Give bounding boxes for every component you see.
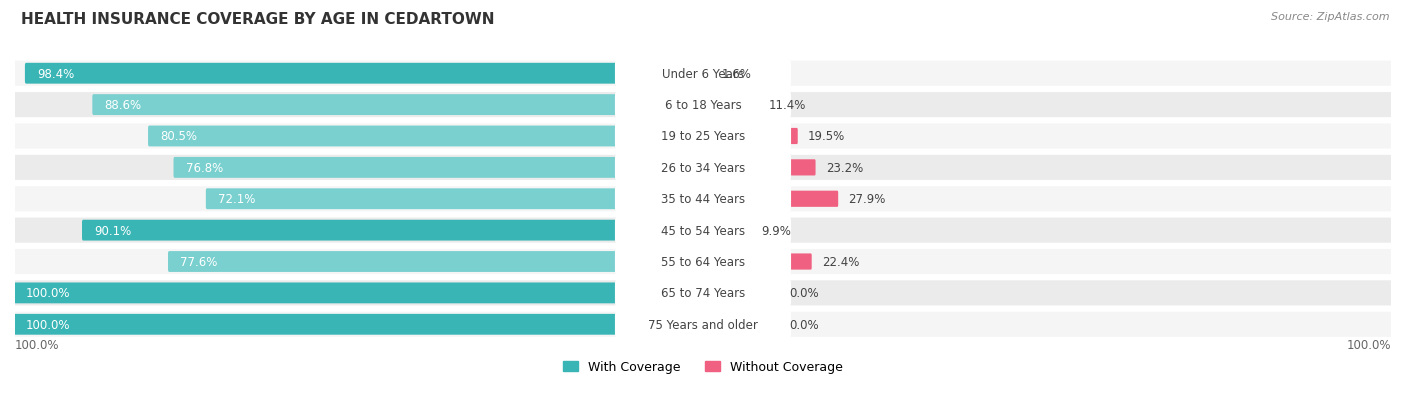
Text: 11.4%: 11.4% (769, 99, 806, 112)
Legend: With Coverage, Without Coverage: With Coverage, Without Coverage (558, 356, 848, 378)
FancyBboxPatch shape (14, 283, 704, 304)
Text: 100.0%: 100.0% (25, 287, 70, 300)
FancyBboxPatch shape (702, 160, 815, 176)
Text: 55 to 64 Years: 55 to 64 Years (661, 255, 745, 268)
Text: Source: ZipAtlas.com: Source: ZipAtlas.com (1271, 12, 1389, 22)
FancyBboxPatch shape (15, 187, 1391, 212)
FancyBboxPatch shape (702, 66, 711, 82)
FancyBboxPatch shape (15, 249, 1391, 274)
FancyBboxPatch shape (702, 97, 759, 114)
Text: 100.0%: 100.0% (15, 338, 59, 351)
Text: 0.0%: 0.0% (790, 318, 820, 331)
Text: 27.9%: 27.9% (848, 193, 886, 206)
FancyBboxPatch shape (702, 254, 811, 270)
FancyBboxPatch shape (15, 218, 1391, 243)
FancyBboxPatch shape (702, 223, 751, 239)
Text: 80.5%: 80.5% (160, 130, 197, 143)
Text: Under 6 Years: Under 6 Years (662, 68, 744, 81)
Text: 100.0%: 100.0% (25, 318, 70, 331)
FancyBboxPatch shape (702, 128, 797, 145)
Text: 65 to 74 Years: 65 to 74 Years (661, 287, 745, 300)
Text: 90.1%: 90.1% (94, 224, 131, 237)
FancyBboxPatch shape (82, 220, 704, 241)
Text: 98.4%: 98.4% (37, 68, 75, 81)
Text: 88.6%: 88.6% (104, 99, 142, 112)
Text: 6 to 18 Years: 6 to 18 Years (665, 99, 741, 112)
FancyBboxPatch shape (614, 154, 792, 181)
FancyBboxPatch shape (173, 158, 704, 178)
FancyBboxPatch shape (15, 62, 1391, 87)
FancyBboxPatch shape (15, 281, 1391, 306)
Text: 22.4%: 22.4% (823, 255, 859, 268)
FancyBboxPatch shape (614, 92, 792, 119)
FancyBboxPatch shape (14, 314, 704, 335)
Text: 76.8%: 76.8% (186, 161, 224, 174)
FancyBboxPatch shape (614, 248, 792, 275)
Text: 77.6%: 77.6% (180, 255, 218, 268)
Text: 35 to 44 Years: 35 to 44 Years (661, 193, 745, 206)
FancyBboxPatch shape (93, 95, 704, 116)
Text: 19.5%: 19.5% (808, 130, 845, 143)
FancyBboxPatch shape (614, 186, 792, 213)
FancyBboxPatch shape (702, 191, 838, 207)
FancyBboxPatch shape (15, 155, 1391, 180)
Text: HEALTH INSURANCE COVERAGE BY AGE IN CEDARTOWN: HEALTH INSURANCE COVERAGE BY AGE IN CEDA… (21, 12, 495, 27)
FancyBboxPatch shape (148, 126, 704, 147)
Text: 1.6%: 1.6% (721, 68, 752, 81)
Text: 0.0%: 0.0% (790, 287, 820, 300)
Text: 75 Years and older: 75 Years and older (648, 318, 758, 331)
FancyBboxPatch shape (15, 312, 1391, 337)
FancyBboxPatch shape (614, 123, 792, 150)
FancyBboxPatch shape (167, 252, 704, 272)
FancyBboxPatch shape (614, 280, 792, 307)
FancyBboxPatch shape (614, 311, 792, 338)
Text: 26 to 34 Years: 26 to 34 Years (661, 161, 745, 174)
FancyBboxPatch shape (614, 217, 792, 244)
Text: 19 to 25 Years: 19 to 25 Years (661, 130, 745, 143)
Text: 23.2%: 23.2% (825, 161, 863, 174)
Text: 72.1%: 72.1% (218, 193, 256, 206)
Text: 45 to 54 Years: 45 to 54 Years (661, 224, 745, 237)
Text: 9.9%: 9.9% (762, 224, 792, 237)
FancyBboxPatch shape (15, 124, 1391, 149)
FancyBboxPatch shape (205, 189, 704, 210)
Text: 100.0%: 100.0% (1347, 338, 1391, 351)
FancyBboxPatch shape (614, 61, 792, 88)
FancyBboxPatch shape (15, 93, 1391, 118)
FancyBboxPatch shape (25, 64, 704, 84)
